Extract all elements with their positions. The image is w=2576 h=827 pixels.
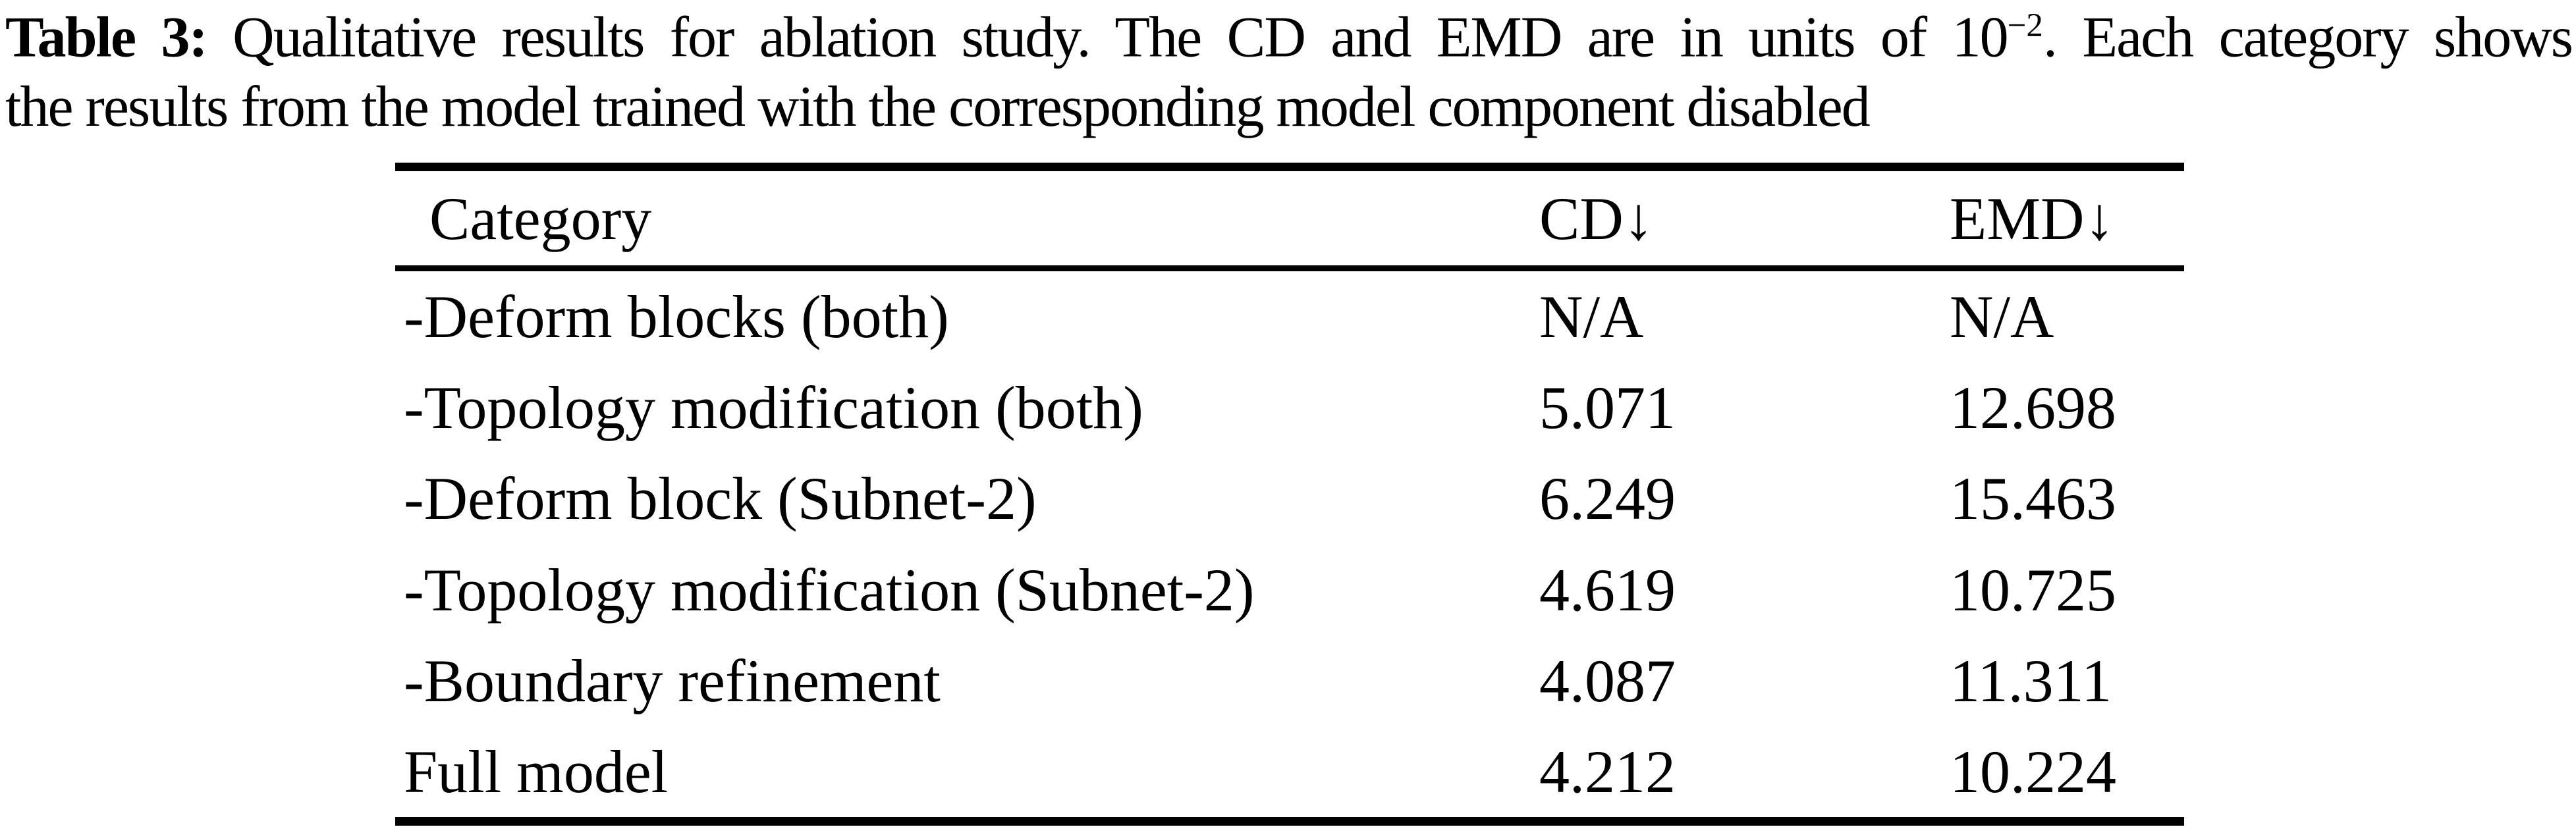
caption-exponent-base: 10: [1952, 5, 2009, 70]
cell-cd: 4.619: [1539, 556, 1676, 624]
cell-emd: 11.311: [1950, 647, 2112, 714]
caption-line-1: Table 3: Qualitative results for ablatio…: [5, 0, 2572, 72]
table-header-row: Category CD↓ EMD↓: [395, 171, 2184, 265]
cell-cd: 4.087: [1539, 647, 1676, 714]
caption-exponent: −2: [2007, 7, 2043, 44]
cell-category: -Deform blocks (both): [404, 283, 949, 351]
cell-category: -Topology modification (Subnet-2): [404, 556, 1255, 624]
caption-text-b: . Each category shows: [2042, 5, 2572, 70]
cell-emd: 10.224: [1950, 738, 2116, 806]
cell-emd: 10.725: [1950, 556, 2116, 624]
table-caption: Table 3: Qualitative results for ablatio…: [5, 0, 2572, 142]
cell-cd: 6.249: [1539, 465, 1676, 533]
cell-emd: N/A: [1950, 283, 2054, 351]
table-row: -Deform blocks (both) N/A N/A: [395, 271, 2184, 362]
column-header-cd: CD↓: [1539, 184, 1654, 252]
table-row: -Deform block (Subnet-2) 6.249 15.463: [395, 453, 2184, 544]
cell-category: Full model: [404, 738, 669, 806]
table-bottom-rule: [395, 817, 2184, 826]
cell-category: -Deform block (Subnet-2): [404, 465, 1037, 533]
cell-emd: 12.698: [1950, 374, 2116, 442]
table-row: -Topology modification (Subnet-2) 4.619 …: [395, 545, 2184, 635]
caption-text-a: Qualitative results for ablation study. …: [206, 5, 1952, 70]
table-mid-rule: [395, 265, 2184, 271]
cell-cd: 5.071: [1539, 374, 1676, 442]
caption-line-2: the results from the model trained with …: [5, 75, 1871, 140]
cell-category: -Topology modification (both): [404, 374, 1143, 442]
results-table: Category CD↓ EMD↓ -Deform blocks (both) …: [395, 163, 2184, 826]
caption-label: Table 3:: [5, 5, 208, 70]
table-row: Full model 4.212 10.224: [395, 726, 2184, 817]
column-header-emd: EMD↓: [1950, 184, 2115, 252]
cell-category: -Boundary refinement: [404, 647, 941, 714]
cell-emd: 15.463: [1950, 465, 2116, 533]
table-row: -Topology modification (both) 5.071 12.6…: [395, 362, 2184, 453]
table-row: -Boundary refinement 4.087 11.311: [395, 635, 2184, 726]
cell-cd: 4.212: [1539, 738, 1676, 806]
cell-cd: N/A: [1539, 283, 1644, 351]
column-header-category: Category: [429, 184, 652, 252]
table-top-rule: [395, 163, 2184, 171]
